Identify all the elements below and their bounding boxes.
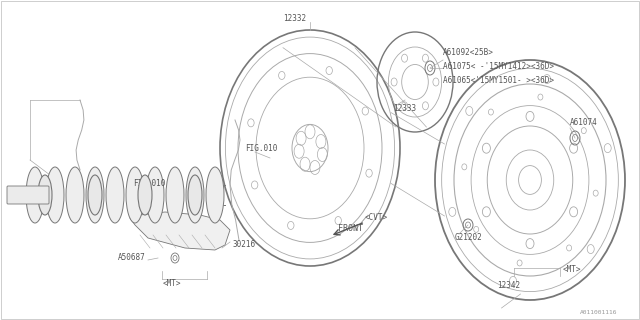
Ellipse shape <box>66 167 84 223</box>
Ellipse shape <box>46 167 64 223</box>
Ellipse shape <box>166 167 184 223</box>
Text: A61074: A61074 <box>570 117 598 126</box>
Text: FIG.010: FIG.010 <box>133 179 165 188</box>
Text: A61065<'15MY1501- ><36D>: A61065<'15MY1501- ><36D> <box>443 76 554 84</box>
Text: 12342: 12342 <box>497 281 520 290</box>
Ellipse shape <box>38 175 52 215</box>
Ellipse shape <box>186 167 204 223</box>
Ellipse shape <box>126 167 144 223</box>
Text: <MT>: <MT> <box>163 278 182 287</box>
Ellipse shape <box>526 111 534 121</box>
Text: FRONT: FRONT <box>338 223 363 233</box>
Ellipse shape <box>106 167 124 223</box>
Text: A011001116: A011001116 <box>580 310 618 316</box>
Ellipse shape <box>570 143 578 153</box>
Text: G21202: G21202 <box>455 233 483 242</box>
Text: <CVT>: <CVT> <box>365 212 388 221</box>
Ellipse shape <box>188 175 202 215</box>
Ellipse shape <box>88 175 102 215</box>
Polygon shape <box>130 212 230 250</box>
Ellipse shape <box>570 207 578 217</box>
Text: <MT>: <MT> <box>563 266 582 275</box>
FancyBboxPatch shape <box>7 186 49 204</box>
Ellipse shape <box>206 167 224 223</box>
Text: A61092<25B>: A61092<25B> <box>443 47 494 57</box>
Text: FIG.010: FIG.010 <box>245 143 277 153</box>
Ellipse shape <box>146 167 164 223</box>
Ellipse shape <box>138 175 152 215</box>
Ellipse shape <box>86 167 104 223</box>
Text: A61075< -'15MY1412><36D>: A61075< -'15MY1412><36D> <box>443 61 554 70</box>
Ellipse shape <box>526 239 534 249</box>
Ellipse shape <box>26 167 44 223</box>
Text: A50687: A50687 <box>118 253 146 262</box>
Ellipse shape <box>483 207 490 217</box>
Text: 30216: 30216 <box>232 239 255 249</box>
Text: 12332: 12332 <box>284 13 307 22</box>
Ellipse shape <box>483 143 490 153</box>
Text: 12333: 12333 <box>393 103 416 113</box>
